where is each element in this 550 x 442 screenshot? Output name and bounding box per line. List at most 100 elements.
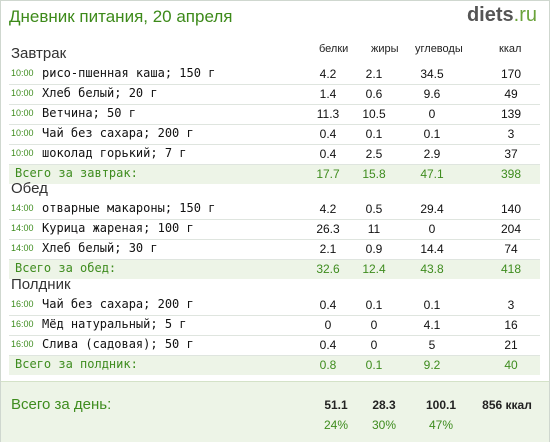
food-protein: 2.1 bbox=[319, 242, 337, 256]
total-kcal: 398 bbox=[500, 167, 522, 181]
food-time: 16:00 bbox=[11, 319, 34, 329]
day-total-label: Всего за день: bbox=[11, 396, 112, 413]
total-protein: 17.7 bbox=[316, 167, 340, 181]
food-time: 10:00 bbox=[11, 128, 34, 138]
logo-tld: .ru bbox=[513, 4, 537, 26]
meal-total-label: Всего за обед: bbox=[15, 261, 117, 275]
food-protein: 0 bbox=[324, 318, 332, 332]
meal-section-title: Обед bbox=[11, 180, 48, 197]
food-fat: 2.1 bbox=[365, 67, 383, 81]
food-kcal: 74 bbox=[504, 242, 518, 256]
column-header-kcal: ккал bbox=[499, 43, 522, 55]
food-row[interactable]: 14:00 отварные макароны; 150 г 4.2 0.5 29.4 1… bbox=[9, 200, 540, 220]
food-protein: 0.4 bbox=[319, 127, 337, 141]
food-kcal: 21 bbox=[504, 338, 518, 352]
food-name[interactable]: Курица жареная; 100 г bbox=[42, 221, 194, 235]
meal-total-row: Всего за обед: 32.6 12.4 43.8 418 bbox=[9, 260, 540, 279]
day-total-carbs: 100.1 bbox=[425, 398, 457, 412]
total-carbs: 43.8 bbox=[420, 262, 444, 276]
food-carbs: 34.5 bbox=[420, 67, 444, 81]
food-carbs: 2.9 bbox=[423, 147, 441, 161]
day-carbs-pct: 47% bbox=[428, 418, 454, 432]
meal-total-row: Всего за завтрак: 17.7 15.8 47.1 398 bbox=[9, 165, 540, 184]
day-total-protein: 51.1 bbox=[324, 398, 348, 412]
food-time: 10:00 bbox=[11, 108, 34, 118]
food-time: 10:00 bbox=[11, 68, 34, 78]
food-kcal: 37 bbox=[504, 147, 518, 161]
food-fat: 11 bbox=[367, 222, 381, 236]
food-protein: 1.4 bbox=[319, 87, 337, 101]
food-kcal: 140 bbox=[500, 202, 522, 216]
food-row[interactable]: 10:00 Ветчина; 50 г 11.3 10.5 0 139 bbox=[9, 105, 540, 125]
food-carbs: 4.1 bbox=[423, 318, 441, 332]
food-row[interactable]: 10:00 Хлеб белый; 20 г 1.4 0.6 9.6 49 bbox=[9, 85, 540, 105]
day-total-bar: Всего за день: 51.1 28.3 100.1 856 ккал … bbox=[1, 381, 549, 442]
food-row[interactable]: 10:00 рисо-пшенная каша; 150 г 4.2 2.1 34.5 1… bbox=[9, 65, 540, 85]
food-name[interactable]: шоколад горький; 7 г bbox=[42, 146, 187, 160]
total-fat: 12.4 bbox=[362, 262, 386, 276]
food-time: 14:00 bbox=[11, 243, 34, 253]
column-header-protein: белки bbox=[319, 43, 349, 55]
column-header-fat: жиры bbox=[371, 43, 399, 55]
food-fat: 0.9 bbox=[365, 242, 383, 256]
total-protein: 0.8 bbox=[319, 358, 337, 372]
food-kcal: 204 bbox=[500, 222, 522, 236]
food-protein: 4.2 bbox=[319, 202, 337, 216]
food-row[interactable]: 16:00 Слива (садовая); 50 г 0.4 0 5 21 bbox=[9, 336, 540, 356]
meal-total-label: Всего за завтрак: bbox=[15, 166, 138, 180]
meal-total-label: Всего за полдник: bbox=[15, 357, 138, 371]
food-fat: 10.5 bbox=[362, 107, 386, 121]
food-name[interactable]: рисо-пшенная каша; 150 г bbox=[42, 66, 216, 80]
food-fat: 0.1 bbox=[365, 298, 383, 312]
food-name[interactable]: Чай без сахара; 200 г bbox=[42, 297, 194, 311]
food-time: 10:00 bbox=[11, 148, 34, 158]
food-name[interactable]: Ветчина; 50 г bbox=[42, 106, 136, 120]
food-protein: 11.3 bbox=[316, 107, 340, 121]
food-protein: 0.4 bbox=[319, 298, 337, 312]
food-name[interactable]: Слива (садовая); 50 г bbox=[42, 337, 194, 351]
food-protein: 0.4 bbox=[319, 338, 337, 352]
food-fat: 0 bbox=[370, 318, 378, 332]
food-time: 16:00 bbox=[11, 299, 34, 309]
food-row[interactable]: 16:00 Мёд натуральный; 5 г 0 0 4.1 16 bbox=[9, 316, 540, 336]
food-carbs: 0.1 bbox=[423, 298, 441, 312]
total-fat: 0.1 bbox=[365, 358, 383, 372]
food-row[interactable]: 10:00 шоколад горький; 7 г 0.4 2.5 2.9 37 bbox=[9, 145, 540, 165]
food-kcal: 49 bbox=[504, 87, 518, 101]
food-kcal: 139 bbox=[500, 107, 522, 121]
page-title: Дневник питания, 20 апреля bbox=[9, 7, 233, 26]
meal-total-row: Всего за полдник: 0.8 0.1 9.2 40 bbox=[9, 356, 540, 375]
food-fat: 0.5 bbox=[365, 202, 383, 216]
food-name[interactable]: Хлеб белый; 20 г bbox=[42, 86, 158, 100]
meal-section-title: Полдник bbox=[11, 276, 71, 293]
food-kcal: 3 bbox=[507, 298, 515, 312]
food-row[interactable]: 14:00 Курица жареная; 100 г 26.3 11 0 204 bbox=[9, 220, 540, 240]
day-protein-pct: 24% bbox=[323, 418, 349, 432]
day-total-kcal: 856 ккал bbox=[482, 398, 532, 412]
food-fat: 0.6 bbox=[365, 87, 383, 101]
site-logo[interactable]: diets.ru bbox=[467, 4, 537, 27]
food-row[interactable]: 14:00 Хлеб белый; 30 г 2.1 0.9 14.4 74 bbox=[9, 240, 540, 260]
food-protein: 4.2 bbox=[319, 67, 337, 81]
food-name[interactable]: Чай без сахара; 200 г bbox=[42, 126, 194, 140]
food-row[interactable]: 10:00 Чай без сахара; 200 г 0.4 0.1 0.1 3 bbox=[9, 125, 540, 145]
column-header-carbs: углеводы bbox=[415, 43, 463, 55]
food-carbs: 29.4 bbox=[420, 202, 444, 216]
food-carbs: 0.1 bbox=[423, 127, 441, 141]
food-name[interactable]: отварные макароны; 150 г bbox=[42, 201, 216, 215]
meal-section-title: Завтрак bbox=[11, 45, 67, 62]
food-time: 14:00 bbox=[11, 203, 34, 213]
food-kcal: 170 bbox=[500, 67, 522, 81]
food-carbs: 5 bbox=[428, 338, 436, 352]
logo-main: diets bbox=[466, 4, 514, 26]
total-kcal: 418 bbox=[500, 262, 522, 276]
food-fat: 0.1 bbox=[365, 127, 383, 141]
food-fat: 0 bbox=[370, 338, 378, 352]
food-row[interactable]: 16:00 Чай без сахара; 200 г 0.4 0.1 0.1 3 bbox=[9, 296, 540, 316]
food-fat: 2.5 bbox=[365, 147, 383, 161]
food-name[interactable]: Мёд натуральный; 5 г bbox=[42, 317, 187, 331]
food-kcal: 3 bbox=[507, 127, 515, 141]
food-name[interactable]: Хлеб белый; 30 г bbox=[42, 241, 158, 255]
total-protein: 32.6 bbox=[316, 262, 340, 276]
